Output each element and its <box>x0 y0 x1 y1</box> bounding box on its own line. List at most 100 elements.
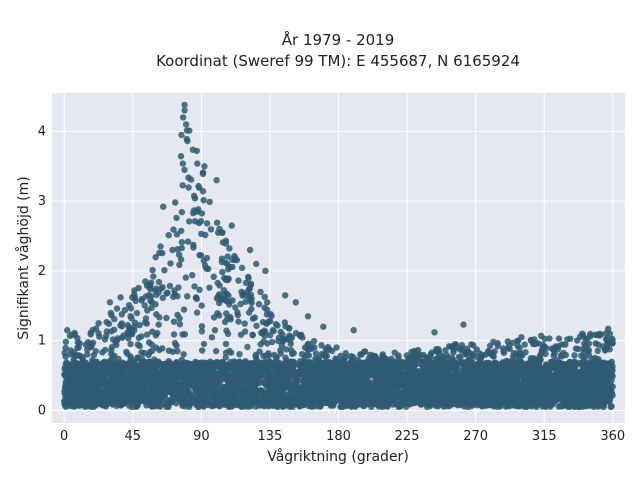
data-point <box>117 400 125 407</box>
data-point <box>203 220 211 227</box>
data-point <box>206 198 213 206</box>
data-point <box>155 321 162 328</box>
data-point <box>222 354 229 361</box>
data-point <box>222 340 230 348</box>
data-point <box>214 310 221 317</box>
data-point <box>509 339 517 347</box>
data-point <box>553 343 560 351</box>
data-point <box>62 338 70 345</box>
data-point <box>391 359 398 366</box>
data-point <box>271 351 278 359</box>
data-point <box>136 321 143 329</box>
data-point <box>108 312 115 319</box>
data-point <box>198 210 206 217</box>
data-point <box>210 273 217 280</box>
data-point <box>147 285 154 293</box>
data-point <box>259 328 267 336</box>
data-point <box>268 391 275 398</box>
data-point <box>238 264 246 271</box>
data-point <box>236 351 243 358</box>
data-point <box>103 332 110 339</box>
data-point <box>62 353 69 360</box>
data-point <box>235 318 242 325</box>
data-point <box>155 278 163 286</box>
data-point <box>148 304 155 311</box>
data-point <box>219 268 226 276</box>
data-point <box>200 340 208 348</box>
data-point <box>223 260 231 268</box>
data-point <box>249 315 257 322</box>
data-point <box>539 341 546 348</box>
data-point <box>337 403 344 411</box>
data-point <box>174 311 181 319</box>
data-point <box>62 344 69 352</box>
data-point <box>149 266 156 274</box>
data-point <box>191 283 198 290</box>
data-point <box>450 349 457 356</box>
data-point <box>179 182 186 189</box>
data-point <box>244 288 251 295</box>
data-point <box>264 299 271 306</box>
data-point <box>125 302 133 309</box>
data-point <box>247 280 255 287</box>
data-point <box>435 354 442 361</box>
data-point <box>439 385 446 392</box>
data-point <box>408 352 416 360</box>
data-point <box>170 318 178 325</box>
data-point <box>468 359 475 366</box>
data-point <box>500 348 507 355</box>
data-point <box>185 184 192 191</box>
data-point <box>66 332 74 339</box>
data-point <box>177 256 185 263</box>
data-point <box>190 207 198 214</box>
data-point <box>157 243 164 250</box>
data-point <box>127 340 134 348</box>
data-point <box>74 334 81 342</box>
data-point <box>153 311 160 318</box>
data-point <box>503 360 510 367</box>
data-point <box>260 352 267 360</box>
data-point <box>119 334 126 341</box>
data-point <box>290 349 297 357</box>
data-point <box>403 352 410 359</box>
data-point <box>127 353 134 360</box>
data-point <box>148 299 155 306</box>
data-point <box>490 338 497 346</box>
data-point <box>165 232 172 239</box>
data-point <box>542 350 549 358</box>
data-point <box>167 260 174 267</box>
data-point <box>474 354 481 361</box>
chart-title-line2: Koordinat (Sweref 99 TM): E 455687, N 61… <box>156 52 520 70</box>
data-point <box>133 309 141 317</box>
data-point <box>159 294 166 302</box>
data-point <box>318 342 325 349</box>
data-point <box>145 291 153 299</box>
data-point <box>299 334 306 341</box>
data-point <box>166 282 174 290</box>
data-point <box>469 341 477 349</box>
data-point <box>208 334 216 341</box>
data-point <box>193 309 201 316</box>
data-point <box>95 330 102 337</box>
data-point <box>572 345 580 352</box>
data-point <box>189 272 196 279</box>
data-point <box>90 351 98 359</box>
data-point <box>205 265 212 272</box>
data-point <box>226 245 233 252</box>
data-point <box>159 345 166 352</box>
data-point <box>61 372 69 380</box>
data-point <box>219 239 227 246</box>
data-point <box>257 288 264 296</box>
data-point <box>272 321 280 328</box>
data-point <box>169 246 176 254</box>
data-point <box>178 239 186 246</box>
data-point <box>361 372 368 380</box>
data-point <box>170 331 178 338</box>
data-point <box>138 333 145 340</box>
data-point <box>139 295 146 303</box>
data-point <box>142 278 149 285</box>
data-point <box>595 379 602 387</box>
data-point <box>164 289 171 296</box>
data-point <box>196 286 203 293</box>
